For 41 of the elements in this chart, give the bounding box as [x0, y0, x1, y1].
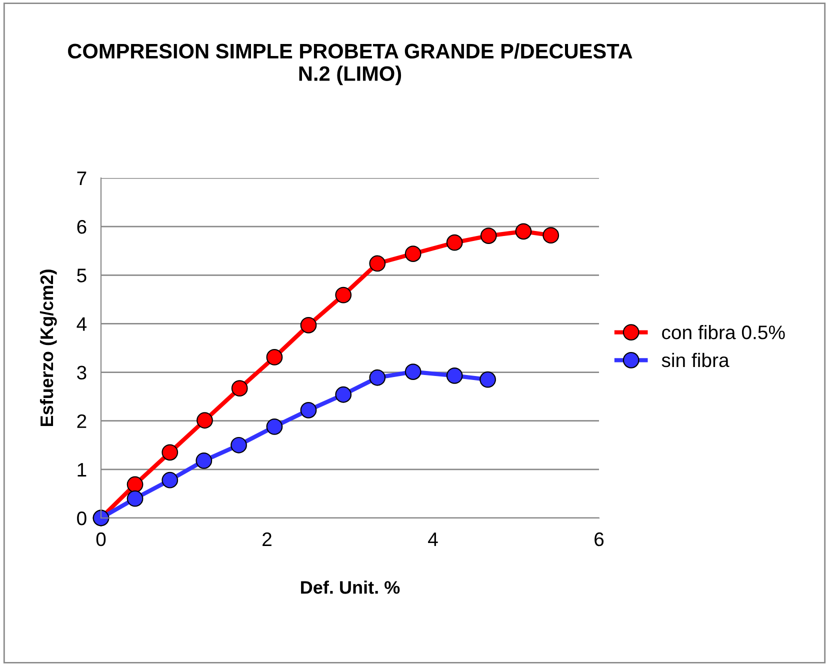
point: [542, 227, 560, 244]
point: [369, 255, 386, 272]
legend-label: sin fibra: [662, 352, 730, 368]
point: [266, 418, 283, 435]
point: [446, 234, 463, 251]
y-tick-label: 6: [77, 220, 86, 234]
x-tick-label: 2: [262, 532, 272, 546]
y-axis-title: Esfuerzo (Kg/cm2): [40, 270, 57, 426]
y-tick-label: 0: [77, 511, 86, 526]
point: [335, 286, 352, 304]
y-tick-label: 1: [78, 463, 86, 476]
point: [480, 371, 496, 388]
point: [369, 369, 386, 386]
point: [162, 444, 178, 461]
point: [266, 349, 283, 366]
point: [126, 476, 144, 493]
x-tick-label: 6: [594, 532, 604, 546]
chart-title: COMPRESION SIMPLE PROBETA GRANDE P/DECUESTA N.2 (LIMO): [68, 43, 632, 86]
point: [515, 223, 532, 240]
point: [300, 316, 317, 334]
y-tick-label: 3: [77, 366, 86, 380]
point: [404, 246, 422, 262]
point: [196, 452, 212, 469]
legend-label: con fibra 0.5%: [662, 325, 785, 340]
x-tick-label: 4: [428, 532, 438, 546]
x-axis-title: Def. Unit. %: [301, 580, 400, 594]
point: [162, 472, 178, 488]
y-tick-label: 7: [77, 172, 86, 186]
point: [404, 364, 422, 380]
y-tick-label: 2: [77, 414, 86, 428]
point: [480, 228, 497, 244]
point: [300, 402, 317, 418]
y-tick-label: 5: [77, 268, 86, 282]
point: [446, 367, 463, 384]
y-tick-label: 4: [76, 317, 87, 331]
point: [335, 386, 352, 403]
x-tick-label: 0: [96, 532, 106, 546]
point: [231, 380, 248, 397]
point: [196, 412, 213, 429]
point: [126, 490, 144, 507]
point: [230, 436, 247, 454]
